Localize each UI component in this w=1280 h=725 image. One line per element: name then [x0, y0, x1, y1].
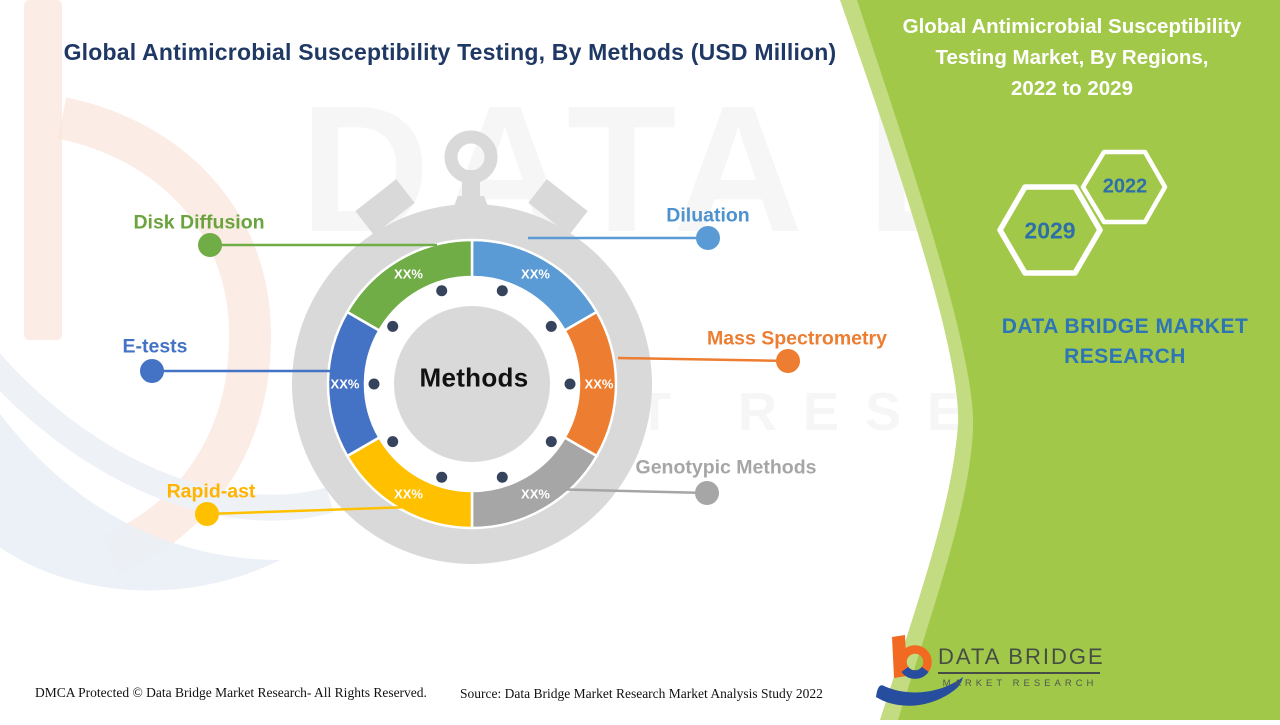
tick-dot	[368, 378, 380, 390]
watermark-b-stem	[24, 0, 62, 340]
segment-callouts	[140, 226, 800, 526]
segment-value-diluation: XX%	[521, 267, 550, 282]
segment-value-labels: XX% XX% XX% XX% XX% XX%	[331, 267, 614, 502]
callout-dot-disk-diffusion	[198, 233, 222, 257]
segment-value-e-tests: XX%	[331, 377, 360, 392]
side-panel-green-shape	[857, 0, 1280, 720]
callout-line-genotypic-methods	[545, 487, 708, 495]
logo-swoosh	[876, 677, 963, 706]
tick-dot	[496, 285, 508, 297]
callout-line-rapid-ast	[206, 505, 413, 516]
callout-dot-rapid-ast	[195, 502, 219, 526]
callout-dot-e-tests	[140, 359, 164, 383]
tick-dots	[368, 285, 576, 483]
watermark-swoosh-arc	[0, 353, 334, 521]
tick-dot	[545, 436, 557, 448]
tick-dot	[545, 320, 557, 332]
hexagon-2022	[1080, 149, 1168, 225]
callout-dot-genotypic-methods	[695, 481, 719, 505]
logo-b-bowl-blue	[898, 645, 932, 679]
segment-value-mass-spectrometry: XX%	[585, 377, 614, 392]
tick-dot	[564, 378, 576, 390]
stopwatch-center-disc	[394, 306, 550, 462]
year-hexagons	[997, 149, 1168, 276]
tick-dot	[436, 471, 448, 483]
tick-dot	[387, 320, 399, 332]
callout-line-mass-spectrometry	[617, 356, 789, 363]
hexagon-2029	[997, 184, 1103, 276]
stopwatch-left-button	[355, 179, 415, 235]
watermark-b-bowl	[57, 97, 272, 575]
callout-dot-mass-spectrometry	[776, 349, 800, 373]
tick-dot	[496, 471, 508, 483]
segment-value-rapid-ast: XX%	[394, 486, 423, 501]
callout-dot-diluation	[696, 226, 720, 250]
segment-value-genotypic-methods: XX%	[521, 486, 550, 501]
watermark-swoosh-fill	[0, 413, 280, 591]
databridge-logo-icon	[876, 635, 963, 706]
segment-value-disk-diffusion: XX%	[394, 267, 423, 282]
donut-segments	[326, 238, 618, 530]
stopwatch-right-button	[528, 179, 588, 235]
tick-dot	[436, 285, 448, 297]
tick-dot	[387, 436, 399, 448]
donut-segment-disk-diffusion	[345, 238, 474, 333]
side-panel-background	[840, 0, 1280, 720]
